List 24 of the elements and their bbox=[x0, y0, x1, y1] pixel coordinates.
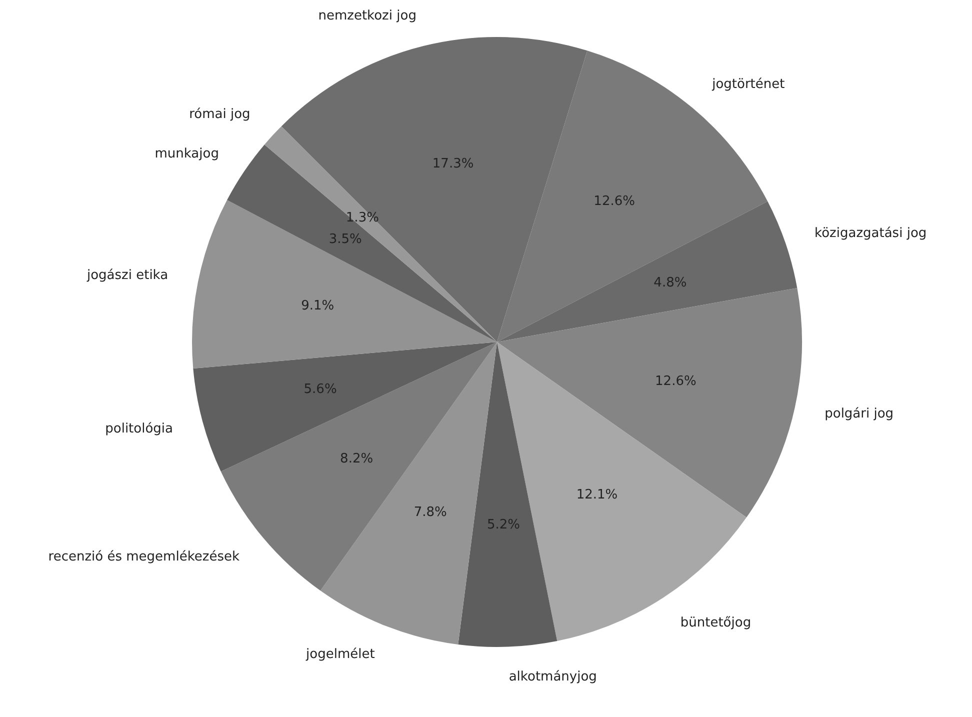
data-label: 5.2% bbox=[486, 517, 520, 532]
data-label: 9.1% bbox=[301, 298, 334, 314]
data-label: 1.3% bbox=[346, 210, 379, 226]
slice-label: közigazgatási jog bbox=[814, 226, 927, 242]
data-label: 5.6% bbox=[304, 382, 337, 397]
slice-label: nemzetkozi jog bbox=[318, 8, 416, 24]
slice-label: római jog bbox=[189, 107, 250, 122]
data-label: 12.6% bbox=[594, 194, 635, 209]
data-label: 3.5% bbox=[328, 232, 362, 247]
slice-label: polgári jog bbox=[824, 406, 894, 422]
slice-label: recenzió és megemlékezések bbox=[48, 549, 240, 564]
data-label: 8.2% bbox=[340, 452, 374, 467]
data-label: 17.3% bbox=[432, 156, 474, 172]
slice-label: politológia bbox=[105, 422, 174, 437]
slice-label: munkajog bbox=[154, 146, 219, 162]
slice-label: jogtörténet bbox=[711, 76, 785, 92]
slice-label: jogászi etika bbox=[86, 268, 168, 284]
data-label: 12.1% bbox=[576, 488, 618, 503]
data-label: 4.8% bbox=[654, 275, 687, 290]
slice-label: alkotmányjog bbox=[508, 670, 597, 685]
slice-label: büntetőjog bbox=[680, 615, 752, 630]
data-label: 7.8% bbox=[414, 504, 447, 520]
data-label: 12.6% bbox=[655, 374, 696, 389]
slice-label: jogelmélet bbox=[305, 646, 375, 662]
